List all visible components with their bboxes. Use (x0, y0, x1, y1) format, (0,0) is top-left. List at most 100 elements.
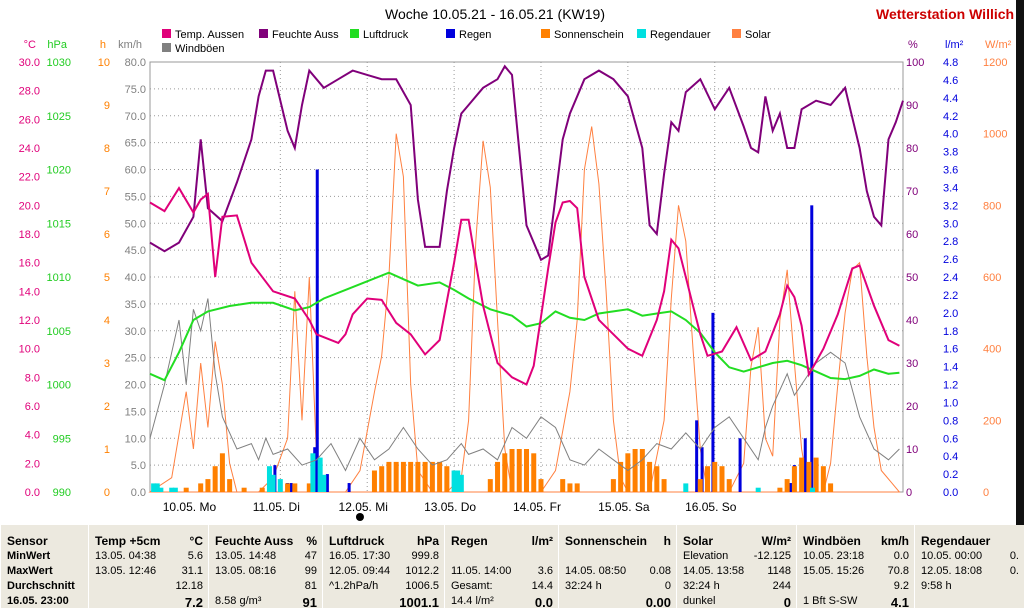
stats-cell-label: 13.05. 14:48 (215, 550, 277, 562)
sunshine-bar (625, 453, 631, 492)
legend-label: Windböen (175, 43, 225, 55)
rain-duration-bar (270, 474, 276, 492)
stats-header: Temp +5cm (95, 534, 161, 548)
solar-tick: 1000 (983, 129, 1007, 141)
sunshine-bar (422, 461, 428, 492)
temp-tick: 18.0 (19, 229, 40, 241)
x-tick-label: 12.05. Mi (339, 500, 388, 514)
rain-duration-bar (151, 483, 157, 492)
stats-cell-label: 16.05. 17:30 (329, 550, 391, 562)
solar-area (148, 126, 901, 493)
sunshine-bar (712, 461, 718, 492)
sun-tick: 7 (104, 186, 110, 198)
wind-tick: 15.0 (125, 406, 146, 418)
stats-cell-value: 4.1 (890, 595, 909, 610)
stats-cell-label: 16.05. 23:00 (7, 595, 69, 607)
rain-tick: 0.0 (943, 487, 958, 499)
temp-unit: °C (24, 39, 36, 51)
press-tick: 1030 (47, 57, 71, 69)
stats-header: Luftdruck (329, 534, 385, 548)
stats-cell-label: 15.05. 15:26 (803, 565, 865, 577)
wind-gust-line (149, 298, 900, 472)
wind-unit: km/h (118, 39, 142, 51)
stats-cell-value: 0.0 (534, 595, 553, 610)
stats-column: Temp +5cm °C 13.05. 04:38 5.6 13.05. 12:46 31… (88, 525, 209, 610)
hum-tick: 100 (906, 57, 924, 69)
stats-unit: % (306, 534, 317, 548)
temp-line (149, 186, 900, 386)
press-unit: hPa (47, 39, 67, 51)
chart-svg: Temp. Aussen Feuchte Auss Luftdruck Regen So… (19, 0, 1024, 525)
rain-tick: 3.8 (943, 147, 958, 159)
wind-tick: 45.0 (125, 245, 146, 257)
sunshine-bar (705, 466, 711, 492)
stats-cell-label: MaxWert (7, 565, 53, 577)
sunshine-bar (610, 479, 616, 492)
temp-tick: 0.0 (25, 487, 40, 499)
stats-cell-label: ^1.2hPa/h (329, 580, 379, 592)
wind-tick: 35.0 (125, 299, 146, 311)
sunshine-bar (198, 483, 204, 492)
stats-header: Sensor (7, 534, 48, 548)
weather-chart: Temp. Aussen Feuchte Auss Luftdruck Regen So… (19, 0, 1024, 525)
sun-tick: 1 (104, 444, 110, 456)
temp-tick: 12.0 (19, 315, 40, 327)
rain-tick: 2.2 (943, 290, 958, 302)
rain-duration-bar (169, 487, 175, 492)
sun-unit: h (100, 39, 106, 51)
stats-cell-label: 14.05. 08:50 (565, 565, 627, 577)
stats-cell-label: 10.05. 00:00 (921, 550, 983, 562)
sun-tick: 2 (104, 401, 110, 413)
rain-unit: l/m² (945, 39, 964, 51)
hum-tick: 40 (906, 315, 918, 327)
press-tick: 1005 (47, 326, 71, 338)
stats-column: Luftdruck hPa 16.05. 17:30 999.8 12.05. 09:4… (322, 525, 445, 610)
rain-duration-bar (154, 483, 160, 492)
sunshine-bar (259, 487, 265, 492)
sunshine-bar (524, 449, 529, 492)
stats-cell-value: 14.4 (531, 580, 553, 592)
rain-tick: 1.0 (943, 397, 958, 409)
stats-cell-value: 3.6 (537, 565, 553, 577)
x-tick-label: 10.05. Mo (163, 500, 217, 514)
sunshine-bar (408, 461, 414, 492)
stats-cell-value: 1006.5 (405, 580, 439, 592)
sunshine-bar (285, 483, 291, 492)
sunshine-bar (567, 483, 573, 492)
stats-cell-label: 12.05. 18:08 (921, 565, 983, 577)
stats-cell-value: 70.8 (887, 565, 909, 577)
sunshine-bar (386, 461, 392, 492)
legend-label: Solar (745, 29, 771, 41)
stats-column: Solar W/m² Elevation -12.125 14.05. 13:58 114… (676, 525, 797, 610)
temp-tick: 30.0 (19, 57, 40, 69)
stats-cell-label: 13.05. 04:38 (95, 550, 157, 562)
sun-tick: 3 (104, 358, 110, 370)
sunshine-bar (502, 453, 508, 492)
stats-cell-value: 999.8 (411, 550, 439, 562)
sunshine-bar (437, 461, 443, 492)
rain-tick: 4.8 (943, 57, 958, 69)
rain-tick: 4.0 (943, 129, 958, 141)
sunshine-bar (495, 461, 501, 492)
stats-header: Regen (451, 534, 488, 548)
legend-swatch (350, 29, 359, 38)
wind-tick: 30.0 (125, 326, 146, 338)
stats-table: Sensor MinWert MaxWert Durchschnitt 16.05. 2… (0, 525, 1024, 610)
solar-tick: 400 (983, 344, 1001, 356)
sunshine-bar (726, 479, 732, 492)
stats-cell-value: 7.2 (184, 595, 203, 610)
sunshine-bar (292, 483, 298, 492)
stats-column: Feuchte Auss% 13.05. 14:48 47 13.05. 08:16 9… (208, 525, 323, 610)
stats-cell-value: 47 (304, 550, 317, 562)
rain-duration-bar (321, 474, 327, 492)
stats-cell-value: 31.1 (181, 565, 203, 577)
sunshine-bar (379, 466, 385, 492)
temp-tick: 10.0 (19, 344, 40, 356)
stats-unit: km/h (880, 534, 909, 548)
legend-swatch (162, 43, 171, 52)
sunshine-bar (415, 461, 421, 492)
hum-tick: 0 (906, 487, 912, 499)
stats-cell-value: 0.00 (645, 595, 671, 610)
stats-unit: °C (189, 534, 203, 548)
sunshine-bar (618, 461, 624, 492)
